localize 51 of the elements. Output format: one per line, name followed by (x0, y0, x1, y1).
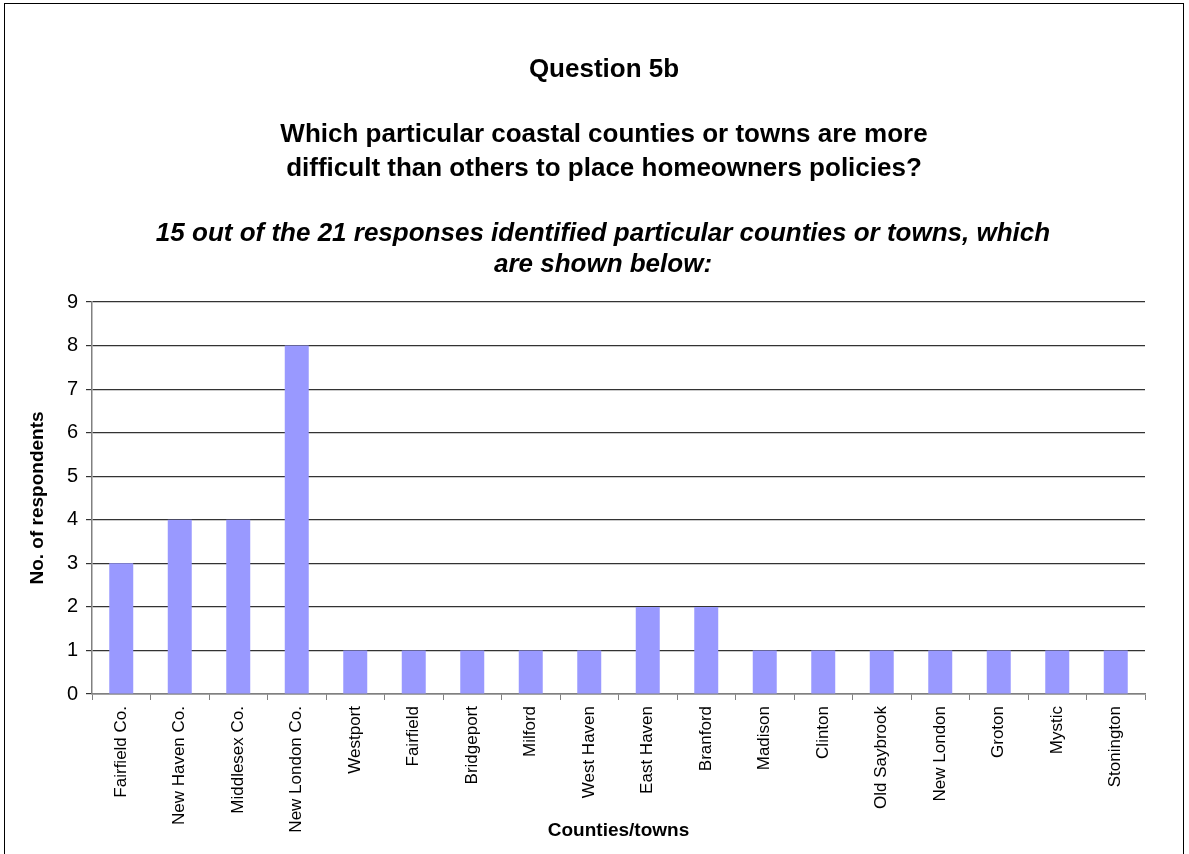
y-tick-label: 3 (66, 550, 78, 573)
y-tick-label: 8 (66, 333, 78, 356)
x-tick-label: New London (929, 706, 949, 802)
bar (1103, 650, 1128, 694)
y-tick-label: 5 (66, 463, 78, 486)
bar (635, 606, 660, 694)
x-tick-label: Madison (754, 706, 774, 771)
y-tick-label: 2 (66, 594, 78, 617)
x-tick-label: Fairfield (403, 706, 423, 767)
x-axis-title: Counties/towns (547, 818, 690, 840)
y-tick-label: 7 (66, 376, 78, 399)
bar (752, 650, 777, 694)
y-axis-title: No. of respondents (25, 411, 47, 585)
x-tick-label: Old Saybrook (871, 705, 891, 809)
y-tick-label: 0 (66, 681, 78, 704)
bar (401, 650, 426, 694)
y-tick-label: 9 (66, 289, 78, 312)
bar (928, 650, 953, 694)
x-tick-label: East Haven (637, 706, 657, 794)
bar (167, 519, 192, 694)
bar (1045, 650, 1070, 694)
bar (343, 650, 368, 694)
chart-title: Question 5b (527, 52, 681, 84)
bar (226, 519, 251, 694)
text: 15 out of the 21 responses identified particular counties or towns, which are shown below: (154, 217, 1052, 279)
y-tick-label: 4 (66, 507, 78, 530)
bar (577, 650, 602, 694)
x-tick-label: Clinton (812, 706, 832, 759)
x-tick-label: Stonington (1105, 706, 1125, 788)
x-tick-label: Milford (520, 706, 540, 758)
x-tick-label: Branford (695, 706, 715, 772)
bar (811, 650, 836, 694)
x-tick-label: Westport (344, 705, 364, 774)
y-tick-label: 1 (66, 637, 78, 660)
x-tick-label: West Haven (578, 706, 598, 799)
bar (518, 650, 543, 694)
bar (460, 650, 485, 694)
chart-subtitle: Which particular coastal counties or towns are more difficult than others to place homeowners policies? (279, 117, 929, 184)
bar (694, 606, 719, 694)
bar (284, 345, 309, 694)
bar (986, 650, 1011, 694)
x-tick-label: Groton (988, 706, 1008, 758)
bar (109, 563, 134, 694)
x-tick-label: New Haven Co. (169, 706, 189, 826)
x-tick-label: Middlesex Co. (227, 706, 247, 814)
y-tick-label: 6 (66, 420, 78, 443)
x-tick-label: Fairfield Co. (110, 706, 130, 798)
x-tick-label: Bridgeport (461, 705, 481, 785)
bar (869, 650, 894, 694)
x-tick-label: New London Co. (286, 706, 306, 833)
x-tick-label: Mystic (1046, 705, 1066, 755)
